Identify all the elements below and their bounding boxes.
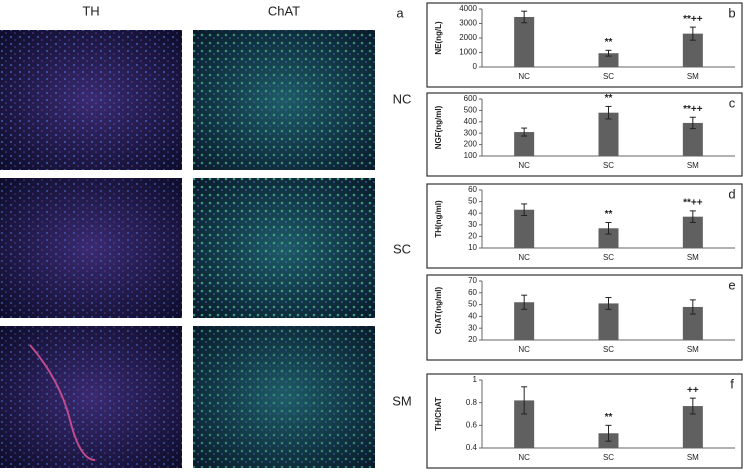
panel-frame [426,183,743,269]
y-axis-label: NE(ng/L) [434,21,443,55]
y-axis-label: NGF(ng/ml) [434,105,443,149]
x-tick-label: SM [687,72,699,81]
y-tick-label: 70 [468,276,477,285]
x-tick-label: SC [603,161,614,170]
x-tick-label: NC [518,345,530,354]
y-tick-label: 0.8 [466,398,478,407]
y-tick-label: 2000 [459,33,477,42]
y-tick-label: 20 [468,335,477,344]
y-tick-label: 600 [464,94,478,103]
y-tick-label: 3000 [459,19,477,28]
panel-frame [426,2,743,88]
bar [682,406,703,448]
x-tick-label: SC [603,253,614,262]
panel-letter: b [728,5,735,20]
bar [514,400,535,448]
significance-mark: **++ [683,198,703,209]
panel-frame [426,92,743,177]
row-label: NC [393,91,412,106]
bar [682,33,703,67]
panel-label: a [396,5,404,20]
y-tick-label: 500 [464,106,478,115]
panel-frame [426,274,743,361]
row-label: SC [393,241,411,256]
panel-letter: d [728,186,735,201]
panel-letter: e [728,277,735,292]
significance-mark: ** [605,412,613,423]
y-tick-label: 60 [468,185,477,194]
x-tick-label: NC [518,72,530,81]
y-tick-label: 0 [473,62,478,71]
x-tick-label: SM [687,253,699,262]
bar [514,302,535,340]
y-axis-label: TH(ng/ml) [434,200,443,238]
y-tick-label: 400 [464,117,478,126]
significance-mark: ** [605,37,613,48]
x-tick-label: NC [518,161,530,170]
y-tick-label: 40 [468,312,477,321]
y-tick-label: 40 [468,208,477,217]
y-tick-label: 0.4 [466,443,478,452]
bar [514,209,535,248]
y-tick-label: 50 [468,300,477,309]
y-tick-label: 1 [473,375,478,384]
significance-mark: ++ [687,385,699,396]
significance-mark: **++ [683,14,703,25]
column-label: TH [82,3,99,18]
bar [682,306,703,340]
x-tick-label: SC [603,345,614,354]
y-axis-label: TH/ChAT [434,397,443,431]
bar [682,216,703,248]
x-tick-label: SM [687,161,699,170]
y-tick-label: 60 [468,288,477,297]
x-tick-label: SM [687,453,699,462]
bar [598,112,619,156]
y-tick-label: 100 [464,151,478,160]
bar [598,303,619,340]
y-tick-label: 30 [468,323,477,332]
bar [598,228,619,248]
y-tick-label: 0.6 [466,420,478,429]
x-tick-label: SC [603,72,614,81]
significance-mark: ** [605,209,613,220]
panel-letter: f [730,376,734,391]
y-tick-label: 50 [468,197,477,206]
x-tick-label: SM [687,345,699,354]
bar [598,53,619,67]
y-tick-label: 200 [464,140,478,149]
panel-letter: c [729,95,736,110]
y-tick-label: 10 [468,243,477,252]
significance-mark: **++ [683,104,703,115]
x-tick-label: NC [518,253,530,262]
y-tick-label: 1000 [459,48,477,57]
x-tick-label: SC [603,453,614,462]
y-tick-label: 300 [464,128,478,137]
significance-mark: ** [605,93,613,104]
micrographs [0,30,375,468]
x-tick-label: NC [518,453,530,462]
bar [514,16,535,68]
column-label: ChAT [268,3,300,18]
y-tick-label: 4000 [459,4,477,13]
y-tick-label: 20 [468,232,477,241]
panel-frame [426,373,743,469]
y-axis-label: ChAT(ng/ml) [434,286,443,334]
row-label: SM [392,393,412,408]
y-tick-label: 30 [468,220,477,229]
bar [514,132,535,156]
bar [682,122,703,156]
